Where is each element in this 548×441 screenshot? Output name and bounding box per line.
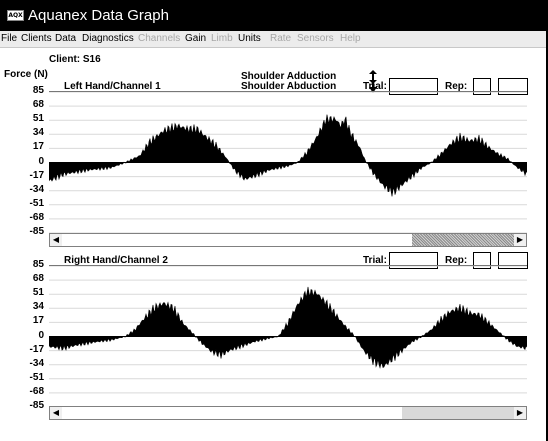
scroll-right-arrow-icon[interactable]: ▶ bbox=[514, 407, 526, 419]
chart2-trial-field[interactable] bbox=[389, 252, 438, 269]
y-tick-label: -85 bbox=[29, 400, 44, 411]
chart1-extra-field[interactable] bbox=[498, 78, 528, 95]
y-tick-label: 0 bbox=[38, 329, 44, 341]
y-tick-label: 17 bbox=[32, 315, 44, 327]
window-title: Aquanex Data Graph bbox=[28, 7, 169, 24]
window-bottom-edge bbox=[0, 432, 548, 441]
y-tick-label: -34 bbox=[29, 183, 44, 195]
chart1-scroll-track[interactable] bbox=[62, 234, 412, 246]
scroll-left-arrow-icon[interactable]: ◀ bbox=[50, 407, 62, 419]
menu-units[interactable]: Units bbox=[238, 33, 261, 44]
chart2-trial-label: Trial: bbox=[363, 255, 387, 266]
chart1-title: Left Hand/Channel 1 bbox=[64, 81, 161, 92]
menu-data[interactable]: Data bbox=[55, 33, 77, 44]
chart2-rep-field[interactable] bbox=[473, 252, 491, 269]
y-tick-label: 85 bbox=[32, 259, 44, 270]
y-tick-label: 51 bbox=[32, 113, 44, 125]
menu-channels[interactable]: Channels bbox=[138, 33, 181, 44]
title-bar: AQX Aquanex Data Graph bbox=[0, 0, 548, 31]
menu-sensors[interactable]: Sensors bbox=[297, 33, 334, 44]
y-tick-label: -68 bbox=[29, 385, 44, 397]
legend-adduction-label: Shoulder Adduction bbox=[241, 71, 337, 82]
y-tick-label: 0 bbox=[38, 155, 44, 167]
chart1-trial-label: Trial: bbox=[363, 81, 387, 92]
menu-limb[interactable]: Limb bbox=[211, 33, 233, 44]
chart1-plot bbox=[49, 91, 527, 233]
y-tick-label: 85 bbox=[32, 85, 44, 96]
menu-clients[interactable]: Clients bbox=[21, 33, 52, 44]
y-tick-label: 34 bbox=[32, 301, 44, 313]
chart2-extra-field[interactable] bbox=[498, 252, 528, 269]
menu-rate[interactable]: Rate bbox=[270, 33, 292, 44]
y-tick-label: 68 bbox=[32, 273, 44, 285]
up-down-arrow-icon bbox=[369, 70, 377, 84]
chart2-title: Right Hand/Channel 2 bbox=[64, 255, 168, 266]
chart1-rep-label: Rep: bbox=[445, 81, 468, 92]
scroll-left-arrow-icon[interactable]: ◀ bbox=[50, 234, 62, 246]
client-label: Client: S16 bbox=[49, 54, 101, 65]
y-tick-label: -68 bbox=[29, 211, 44, 223]
window-right-border bbox=[546, 31, 548, 441]
down-arrow-icon bbox=[369, 81, 377, 93]
y-tick-label: -85 bbox=[29, 226, 44, 237]
force-axis-label: Force (N) bbox=[4, 69, 48, 80]
y-tick-label: 51 bbox=[32, 287, 44, 299]
y-tick-label: 17 bbox=[32, 141, 44, 153]
y-tick-label: -51 bbox=[29, 371, 44, 383]
chart1-rep-field[interactable] bbox=[473, 78, 491, 95]
y-tick-label: -17 bbox=[29, 343, 44, 355]
chart1-scroll-thumb[interactable] bbox=[412, 234, 514, 246]
y-tick-label: 68 bbox=[32, 99, 44, 111]
chart1-trial-field[interactable] bbox=[389, 78, 438, 95]
force-area-series bbox=[49, 286, 527, 369]
chart2-scroll-track[interactable] bbox=[62, 407, 402, 419]
chart1-scrollbar[interactable]: ◀ ▶ bbox=[49, 233, 527, 247]
menu-bar: File Clients Data Diagnostics Channels G… bbox=[0, 31, 548, 48]
menu-gain[interactable]: Gain bbox=[185, 33, 207, 44]
legend-abduction-label: Shoulder Abduction bbox=[241, 81, 337, 92]
chart2-scroll-thumb[interactable] bbox=[402, 407, 514, 419]
menu-help[interactable]: Help bbox=[340, 33, 361, 44]
chart2-scrollbar[interactable]: ◀ ▶ bbox=[49, 406, 527, 420]
chart2-plot bbox=[49, 265, 527, 407]
scroll-right-arrow-icon[interactable]: ▶ bbox=[514, 234, 526, 246]
chart2-rep-label: Rep: bbox=[445, 255, 468, 266]
force-area-series bbox=[49, 114, 527, 197]
y-tick-label: -34 bbox=[29, 357, 44, 369]
menu-file[interactable]: File bbox=[1, 33, 18, 44]
y-tick-label: 34 bbox=[32, 127, 44, 139]
menu-diagnostics[interactable]: Diagnostics bbox=[82, 33, 134, 44]
y-tick-label: -51 bbox=[29, 197, 44, 209]
y-tick-label: -17 bbox=[29, 169, 44, 181]
aquanex-app-icon: AQX bbox=[7, 10, 24, 21]
